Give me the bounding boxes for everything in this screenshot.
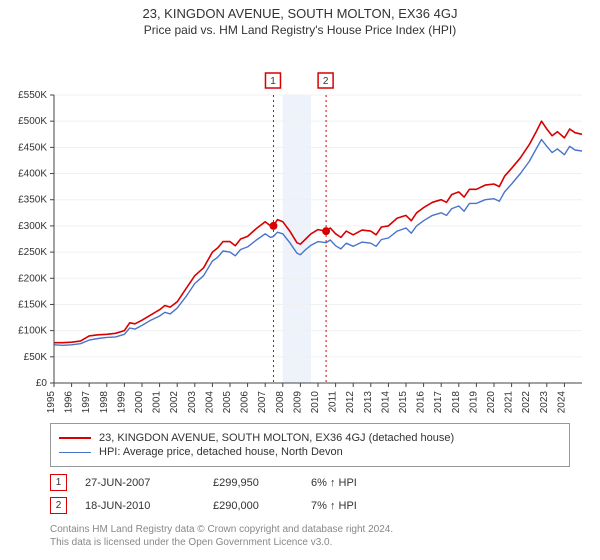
x-tick-label: 2017	[433, 391, 444, 414]
x-tick-label: 2011	[328, 391, 339, 413]
legend-label: HPI: Average price, detached house, Nort…	[99, 446, 343, 458]
x-tick-label: 1999	[116, 391, 127, 414]
sale-marker-icon: 2	[50, 497, 67, 514]
y-tick-label: £100K	[18, 326, 47, 337]
legend-item: 23, KINGDON AVENUE, SOUTH MOLTON, EX36 4…	[59, 432, 561, 444]
footer-attribution: Contains HM Land Registry data © Crown c…	[50, 523, 570, 549]
sale-events: 1 27-JUN-2007 £299,950 6% ↑ HPI 2 18-JUN-2010…	[50, 471, 570, 517]
x-tick-label: 2012	[345, 391, 356, 414]
sale-row: 2 18-JUN-2010 £290,000 7% ↑ HPI	[50, 494, 570, 517]
x-tick-label: 2009	[292, 391, 303, 414]
x-tick-label: 2006	[240, 391, 251, 414]
marker-label: 1	[270, 76, 276, 87]
marker-label: 2	[323, 76, 329, 87]
sale-hpi: 6% ↑ HPI	[311, 477, 357, 489]
x-tick-label: 2016	[416, 391, 427, 414]
footer-line2: This data is licensed under the Open Gov…	[50, 536, 570, 549]
sale-marker-icon: 1	[50, 474, 67, 491]
x-tick-label: 2000	[134, 391, 145, 414]
x-tick-label: 2005	[222, 391, 233, 414]
y-tick-label: £150K	[18, 299, 47, 310]
x-tick-label: 2010	[310, 391, 321, 414]
legend-swatch	[59, 437, 91, 439]
x-tick-label: 2022	[521, 391, 532, 414]
chart-title: 23, KINGDON AVENUE, SOUTH MOLTON, EX36 4…	[0, 6, 600, 21]
y-tick-label: £450K	[18, 142, 47, 153]
y-tick-label: £400K	[18, 169, 47, 180]
sale-row: 1 27-JUN-2007 £299,950 6% ↑ HPI	[50, 471, 570, 494]
x-tick-label: 2023	[539, 391, 550, 414]
y-tick-label: £350K	[18, 195, 47, 206]
sale-date: 18-JUN-2010	[85, 500, 195, 512]
x-tick-label: 2024	[556, 391, 567, 414]
footer-line1: Contains HM Land Registry data © Crown c…	[50, 523, 570, 536]
sale-hpi: 7% ↑ HPI	[311, 500, 357, 512]
x-tick-label: 2004	[204, 391, 215, 414]
legend-item: HPI: Average price, detached house, Nort…	[59, 446, 561, 458]
y-tick-label: £550K	[18, 90, 47, 101]
y-tick-label: £250K	[18, 247, 47, 258]
sale-date: 27-JUN-2007	[85, 477, 195, 489]
x-tick-label: 2007	[257, 391, 268, 414]
y-tick-label: £500K	[18, 116, 47, 127]
x-tick-label: 2014	[380, 391, 391, 414]
x-tick-label: 1998	[99, 391, 110, 414]
price-chart: £0 £50K £100K £150K £200K £250K £300K £350K £400…	[0, 37, 600, 417]
y-tick-label: £300K	[18, 221, 47, 232]
x-tick-label: 1995	[46, 391, 57, 414]
x-tick-label: 2015	[398, 391, 409, 414]
x-tick-label: 2020	[486, 391, 497, 414]
x-tick-label: 2001	[152, 391, 163, 414]
y-tick-label: £0	[36, 378, 48, 389]
sale-price: £290,000	[213, 500, 293, 512]
legend-label: 23, KINGDON AVENUE, SOUTH MOLTON, EX36 4…	[99, 432, 454, 444]
x-tick-label: 2019	[468, 391, 479, 414]
x-tick-label: 2013	[363, 391, 374, 414]
x-tick-label: 2003	[187, 391, 198, 414]
y-tick-label: £50K	[24, 352, 48, 363]
y-tick-label: £200K	[18, 273, 47, 284]
sale-price: £299,950	[213, 477, 293, 489]
x-tick-label: 2021	[504, 391, 515, 414]
x-tick-label: 2002	[169, 391, 180, 414]
x-tick-label: 2008	[275, 391, 286, 414]
legend-swatch	[59, 452, 91, 453]
x-tick-label: 1996	[64, 391, 75, 414]
chart-subtitle: Price paid vs. HM Land Registry's House …	[0, 23, 600, 37]
x-tick-label: 2018	[451, 391, 462, 414]
legend: 23, KINGDON AVENUE, SOUTH MOLTON, EX36 4…	[50, 423, 570, 467]
x-tick-label: 1997	[81, 391, 92, 414]
